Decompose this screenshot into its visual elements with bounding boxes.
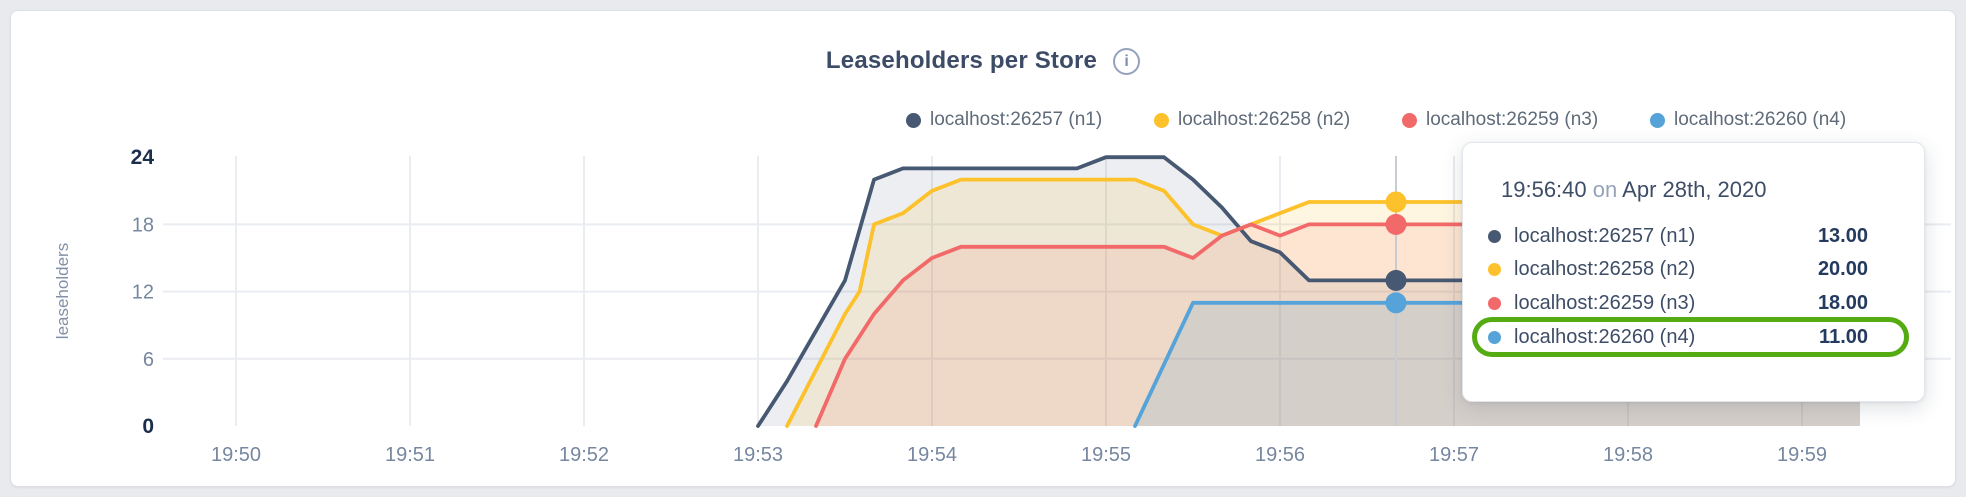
legend-dot-icon [906, 112, 921, 128]
y-tick-label: 6 [143, 349, 154, 371]
hover-dot-n4 [1385, 292, 1407, 314]
legend-item: localhost:26257 (n1) [906, 109, 1154, 131]
series-line-n1 [756, 155, 1862, 428]
x-tick-label: 19:52 [559, 444, 609, 466]
tooltip-series-value: 11.00 [1819, 325, 1868, 348]
legend-dot-icon [1650, 112, 1665, 128]
x-tick-label: 19:54 [907, 444, 957, 466]
x-tick-label: 19:56 [1255, 444, 1305, 466]
tooltip-series-value: 18.00 [1817, 291, 1868, 314]
legend-label: localhost:26259 (n3) [1426, 109, 1599, 130]
hover-dot-n2 [1385, 191, 1407, 213]
legend-dot-icon [1402, 112, 1417, 128]
tooltip-row: localhost:26260 (n4) 11.00 [1487, 320, 1868, 354]
tooltip-time: 19:56:40 [1501, 177, 1587, 202]
series-line-n2 [785, 177, 1862, 428]
hover-dot-n1 [1385, 269, 1407, 291]
x-tick-label: 19:51 [385, 444, 435, 466]
legend-dot-icon [1154, 112, 1169, 128]
x-tick-label: 19:55 [1081, 444, 1131, 466]
hover-tooltip: 19:56:40 on Apr 28th, 2020 localhost:262… [1462, 142, 1925, 402]
hover-dot-n3 [1385, 213, 1407, 235]
tooltip-series-dot-icon [1488, 330, 1501, 344]
tooltip-series-value: 20.00 [1817, 258, 1868, 281]
legend-item: localhost:26258 (n2) [1154, 109, 1402, 131]
tooltip-row: localhost:26259 (n3) 18.00 [1487, 286, 1868, 320]
x-tick-label: 19:50 [211, 444, 261, 466]
tooltip-series-label: localhost:26260 (n4) [1514, 325, 1696, 348]
legend-label: localhost:26257 (n1) [930, 109, 1103, 130]
y-tick-label: 12 [132, 282, 154, 304]
x-tick-label: 19:53 [733, 444, 783, 466]
y-tick-label: 0 [142, 415, 154, 438]
chart-header: Leaseholders per Store i [11, 47, 1955, 75]
info-icon[interactable]: i [1113, 47, 1141, 75]
tooltip-timestamp: 19:56:40 on Apr 28th, 2020 [1501, 177, 1767, 203]
tooltip-series-value: 13.00 [1817, 224, 1868, 247]
y-tick-label: 18 [132, 214, 154, 236]
legend-item: localhost:26259 (n3) [1402, 109, 1650, 131]
chart-title: Leaseholders per Store [825, 47, 1098, 74]
tooltip-series-dot-icon [1488, 296, 1501, 310]
legend-label: localhost:26260 (n4) [1674, 109, 1847, 130]
tooltip-row: localhost:26257 (n1) 13.00 [1487, 219, 1868, 253]
legend: localhost:26257 (n1) localhost:26258 (n2)… [906, 109, 1898, 131]
series-line-n3 [814, 222, 1862, 428]
x-tick-label: 19:57 [1429, 444, 1479, 466]
chart-panel: Leaseholders per Store i localhost:26257… [10, 10, 1956, 487]
tooltip-series-label: localhost:26259 (n3) [1514, 291, 1696, 314]
legend-label: localhost:26258 (n2) [1178, 109, 1351, 130]
tooltip-connector: on [1592, 177, 1618, 202]
tooltip-series-dot-icon [1488, 263, 1501, 277]
legend-item: localhost:26260 (n4) [1650, 109, 1898, 131]
tooltip-series-label: localhost:26258 (n2) [1514, 258, 1696, 281]
tooltip-series-label: localhost:26257 (n1) [1514, 224, 1696, 247]
x-tick-label: 19:58 [1603, 444, 1653, 466]
tooltip-row: localhost:26258 (n2) 20.00 [1487, 253, 1868, 287]
y-tick-label: 24 [131, 146, 155, 169]
tooltip-series-dot-icon [1488, 229, 1501, 243]
y-axis-label: leaseholders [53, 243, 72, 339]
tooltip-date: Apr 28th, 2020 [1622, 177, 1767, 202]
x-tick-label: 19:59 [1777, 444, 1827, 466]
